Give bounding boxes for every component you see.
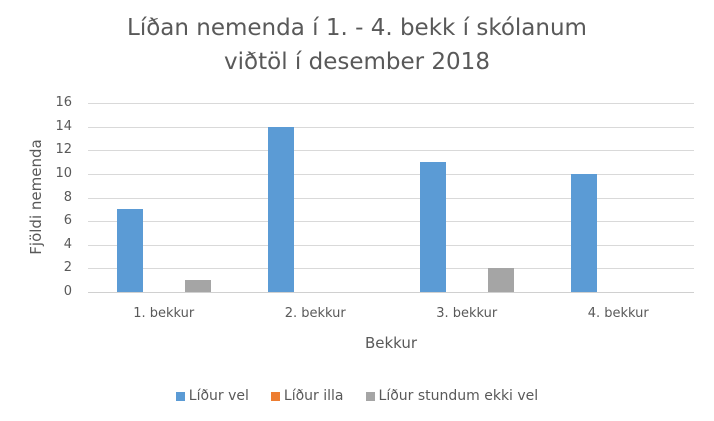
legend-item: Líður stundum ekki vel [365,388,539,404]
bar [419,162,446,292]
gridline [88,292,694,293]
legend-swatch-icon [365,391,375,401]
bar [571,173,598,292]
legend-item: Líður illa [270,388,344,404]
x-tick-label: 4. bekkur [587,306,649,321]
legend-swatch-icon [175,391,185,401]
gridline [88,173,694,175]
bar [184,280,211,292]
y-tick-label: 8 [63,189,72,205]
legend-label: Líður vel [188,388,249,404]
gridline [88,126,694,128]
gridline [88,221,694,223]
x-tick-label: 1. bekkur [133,306,195,321]
y-tick-label: 14 [55,118,72,134]
bar [268,126,295,292]
chart-title: Líðan nemenda í 1. - 4. bekk í skólanum [127,15,587,41]
y-tick-label: 0 [63,284,72,299]
gridline [88,244,694,246]
legend-swatch-icon [270,391,280,401]
y-tick-label: 16 [55,95,72,110]
gridline [88,103,694,104]
legend: Líður vel Líður illa Líður stundum ekki ve… [0,388,714,404]
gridline [88,268,694,270]
legend-label: Líður illa [283,388,344,404]
gridline [88,197,694,199]
y-tick-label: 4 [63,236,72,252]
x-tick-label: 2. bekkur [284,306,346,321]
gridline [88,150,694,152]
bar [487,268,514,292]
x-axis-label: Bekkur [364,334,418,352]
plot-area [88,103,694,293]
bar [116,209,143,292]
y-tick-label: 12 [55,142,72,158]
chart-subtitle: viðtöl í desember 2018 [224,49,490,75]
y-tick-label: 2 [63,260,72,276]
y-tick-label: 6 [63,213,72,229]
legend-label: Líður stundum ekki vel [378,388,539,404]
y-tick-label: 10 [55,165,72,181]
legend-item: Líður vel [175,388,249,404]
x-tick-label: 3. bekkur [436,306,498,321]
